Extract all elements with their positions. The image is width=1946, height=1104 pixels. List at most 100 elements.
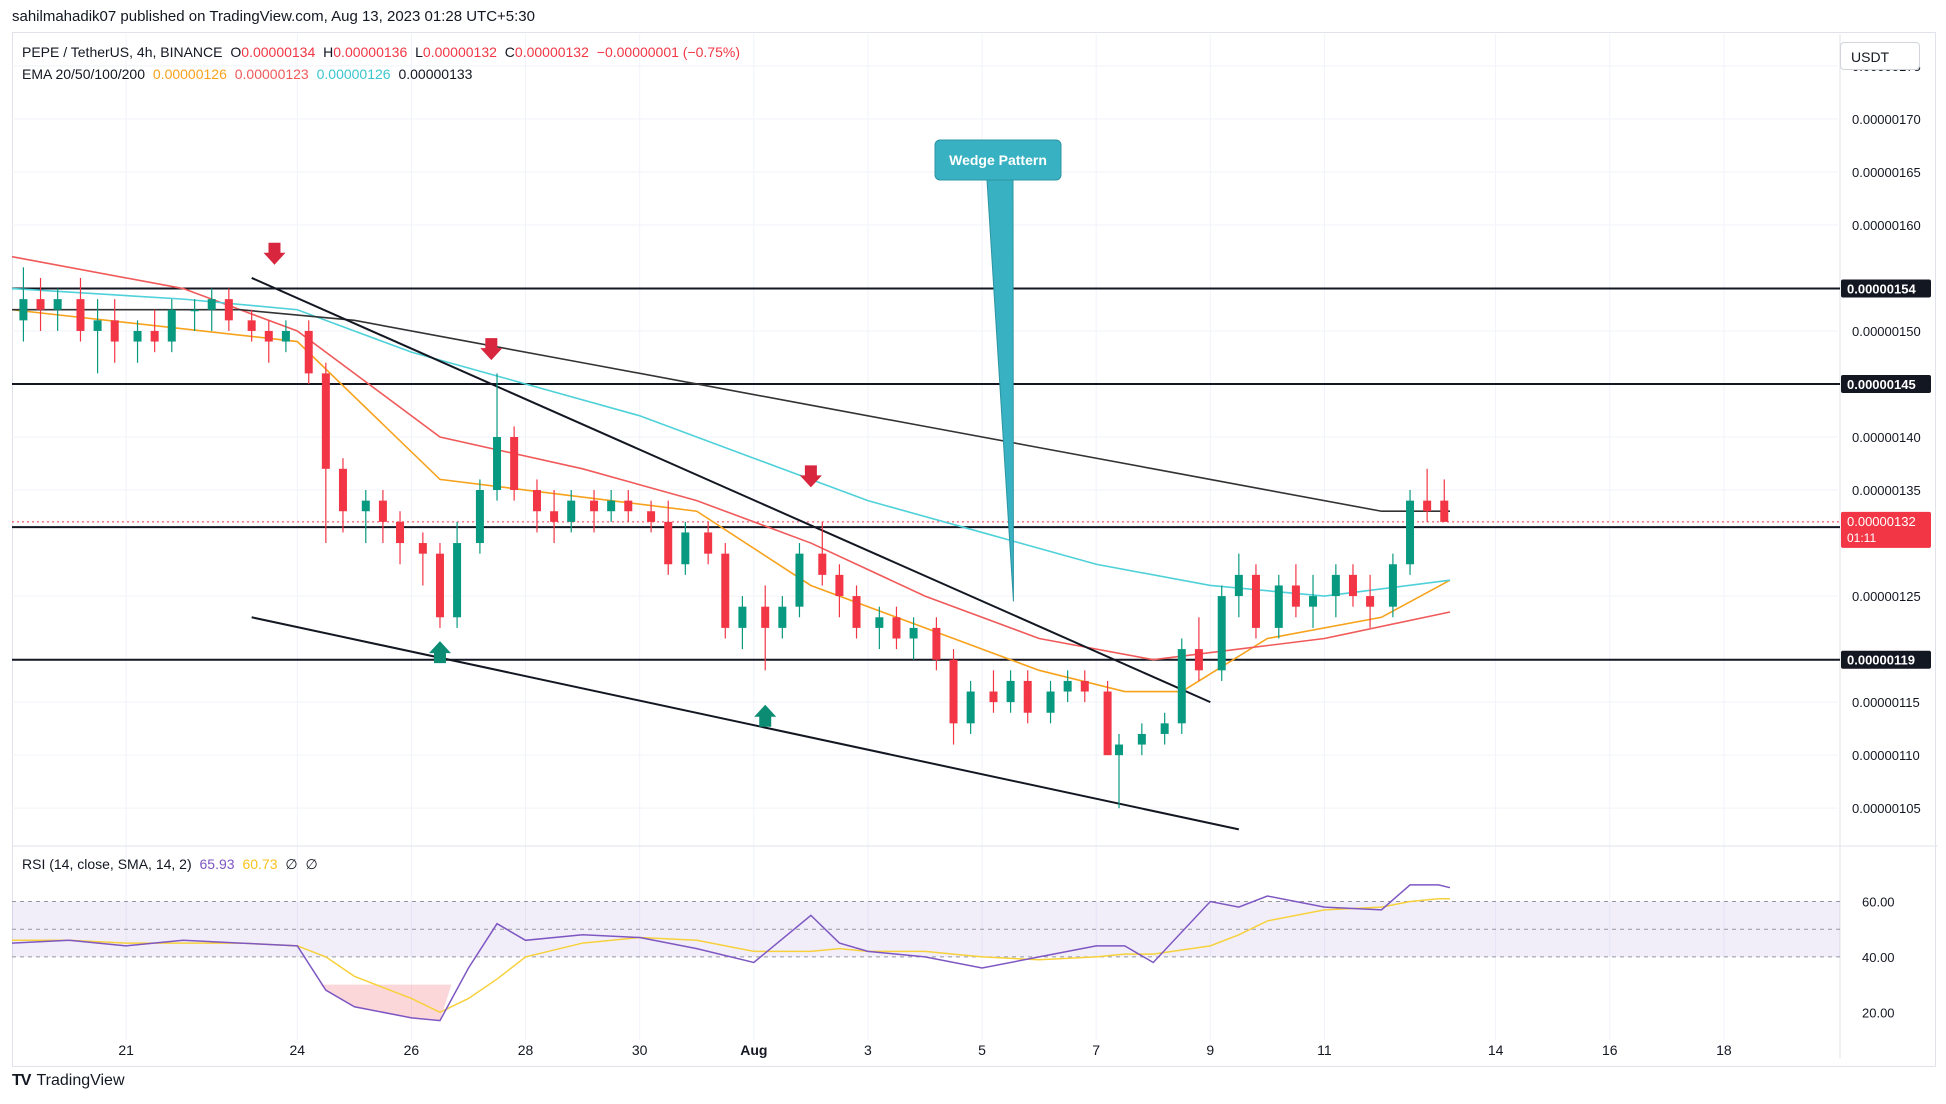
price-tick-label: 0.00000140 xyxy=(1852,430,1921,445)
time-tick-label: 28 xyxy=(518,1042,534,1058)
candle-body xyxy=(932,627,941,660)
candle-body xyxy=(378,500,387,522)
candle-body xyxy=(1063,680,1072,692)
close-label: C xyxy=(504,44,515,60)
time-tick-label: 24 xyxy=(290,1042,306,1058)
candle-body xyxy=(1080,680,1089,692)
level-price-label: 0.00000154 xyxy=(1847,282,1916,297)
candle-body xyxy=(949,659,958,724)
candle-body xyxy=(681,532,690,565)
candle-body xyxy=(475,490,484,544)
candle-body xyxy=(281,330,290,342)
open-label: O xyxy=(230,44,242,60)
time-tick-label: 21 xyxy=(118,1042,134,1058)
candle-body xyxy=(624,500,633,512)
candle-body xyxy=(1006,680,1015,703)
candle-body xyxy=(418,543,427,554)
candle-body xyxy=(532,490,541,512)
wedge-trendline xyxy=(251,616,1240,831)
candle-body xyxy=(190,309,199,312)
candle-body xyxy=(224,299,233,321)
candle-body xyxy=(321,373,330,469)
candle-body xyxy=(207,299,216,310)
candle-body xyxy=(1194,649,1203,671)
markers-layer xyxy=(263,242,822,727)
time-tick-label: 30 xyxy=(632,1042,648,1058)
rsi-extra-1: ∅ xyxy=(285,856,298,872)
candle-body xyxy=(167,309,176,342)
time-tick-label: 11 xyxy=(1317,1042,1332,1058)
ema-line-ema200 xyxy=(12,308,1450,513)
price-tick-label: 0.00000105 xyxy=(1852,801,1921,816)
candle-body xyxy=(76,299,85,331)
price-tick-label: 0.00000150 xyxy=(1852,324,1921,339)
candle-body xyxy=(435,553,444,618)
candle-body xyxy=(304,330,313,374)
low-value: 0.00000132 xyxy=(422,44,497,60)
candle-body xyxy=(1103,691,1112,756)
candle-body xyxy=(738,606,747,628)
candle-body xyxy=(1274,585,1283,628)
candle-body xyxy=(909,627,918,639)
level-price-tag xyxy=(1841,374,1931,393)
rsi-label[interactable]: RSI (14, close, SMA, 14, 2) xyxy=(22,856,192,872)
last-price-label: 0.00000132 xyxy=(1847,514,1916,529)
last-price-tag xyxy=(1841,511,1931,548)
arrow-up-icon xyxy=(428,641,451,664)
arrow-down-icon xyxy=(263,242,286,265)
time-tick-label: 7 xyxy=(1092,1042,1100,1058)
candles-layer xyxy=(19,267,1449,809)
price-tick-label: 0.00000110 xyxy=(1852,748,1920,763)
candle-body xyxy=(835,574,844,597)
time-tick-label: 3 xyxy=(864,1042,872,1058)
candle-body xyxy=(1160,723,1169,734)
candle-body xyxy=(453,543,462,618)
rsi-tick-label: 60.00 xyxy=(1862,895,1895,910)
horizontal-levels-layer: 0.000001540.000001450.000001310.00000119… xyxy=(12,279,1931,669)
candle-body xyxy=(361,500,370,512)
wedge-callout-layer: Wedge Pattern xyxy=(934,139,1062,602)
candle-body xyxy=(396,521,405,544)
ema-label[interactable]: EMA 20/50/100/200 xyxy=(22,66,145,82)
rsi-line xyxy=(11,884,1451,1022)
candle-body xyxy=(607,500,616,512)
candle-body xyxy=(53,299,62,310)
candle-body xyxy=(1023,680,1032,713)
rsi-extra-2: ∅ xyxy=(305,856,318,872)
ema20-value: 0.00000126 xyxy=(152,66,227,82)
ema-layer xyxy=(11,255,1451,693)
level-price-label: 0.00000145 xyxy=(1847,377,1916,392)
arrow-down-icon xyxy=(480,338,503,361)
price-tick-label: 0.00000165 xyxy=(1852,165,1921,180)
ema-line-ema100 xyxy=(11,287,1451,597)
time-tick-label: 14 xyxy=(1488,1042,1504,1058)
chart-frame xyxy=(12,32,1936,1067)
candle-body xyxy=(550,511,559,522)
candle-body xyxy=(989,691,998,703)
candle-body xyxy=(1406,500,1415,565)
high-label: H xyxy=(323,44,334,60)
trendline-layer xyxy=(251,277,1240,831)
candle-body xyxy=(590,500,599,512)
price-tick-label: 0.00000115 xyxy=(1852,695,1920,710)
candle-body xyxy=(1046,691,1055,713)
candle-body xyxy=(19,299,28,321)
rsi-tick-label: 40.00 xyxy=(1862,950,1895,965)
grid-layer xyxy=(12,34,1938,1058)
rsi-ma-value: 60.73 xyxy=(242,856,278,872)
tradingview-logo-icon: TV xyxy=(12,1072,31,1089)
candle-body xyxy=(1177,649,1186,724)
ema100-value: 0.00000126 xyxy=(316,66,391,82)
ema-legend: EMA 20/50/100/200 0.00000126 0.00000123 … xyxy=(22,66,476,82)
symbol-label[interactable]: PEPE / TetherUS, 4h, BINANCE xyxy=(22,44,223,60)
candle-body xyxy=(875,617,884,628)
candle-body xyxy=(36,299,45,310)
candle-body xyxy=(264,330,273,342)
footer-brand[interactable]: TV TradingView xyxy=(12,1072,125,1090)
candle-body xyxy=(721,553,730,628)
currency-selector[interactable]: USDT xyxy=(1840,42,1920,70)
candle-body xyxy=(493,437,502,491)
candle-body xyxy=(1115,744,1124,756)
level-price-tag xyxy=(1841,650,1931,669)
